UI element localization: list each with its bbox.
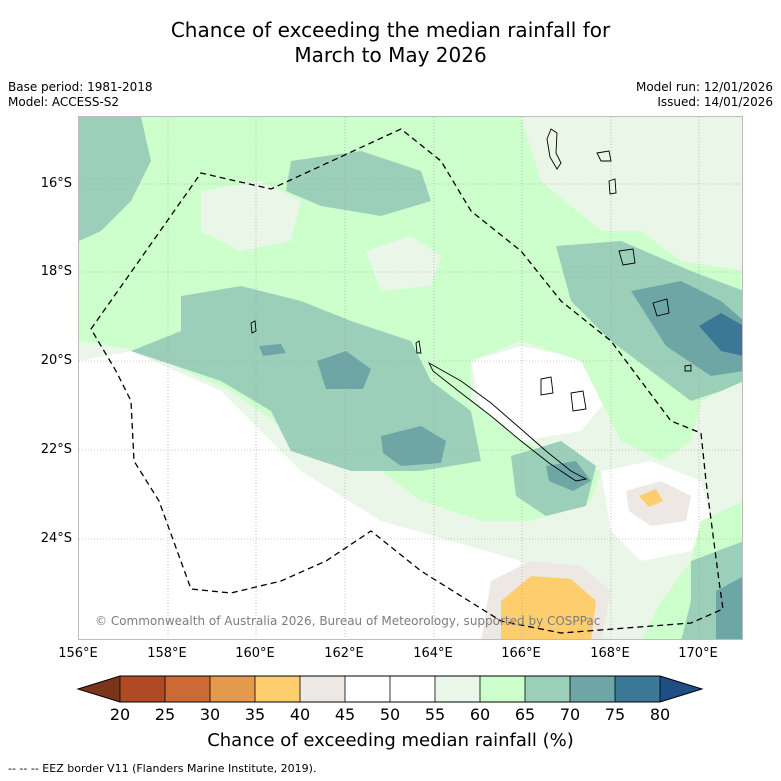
colorbar-segment-20-25 bbox=[120, 676, 165, 702]
issued-date: Issued: 14/01/2026 bbox=[657, 95, 773, 109]
contour-35-40-south bbox=[501, 576, 596, 639]
island-espiritu-santo bbox=[546, 128, 562, 170]
colorbar-tick-25: 25 bbox=[154, 705, 176, 724]
colorbar-tick-60: 60 bbox=[469, 705, 491, 724]
contour-70-75-southeast bbox=[716, 577, 742, 639]
contour-70-75-small bbox=[259, 344, 286, 356]
islands bbox=[250, 128, 692, 482]
colorbar-tick-55: 55 bbox=[424, 705, 446, 724]
colorbar-tick-80: 80 bbox=[649, 705, 671, 724]
map-title: Chance of exceeding the median rainfall … bbox=[0, 18, 781, 68]
colorbar-tick-20: 20 bbox=[109, 705, 131, 724]
colorbar-tick-70: 70 bbox=[559, 705, 581, 724]
base-period: Base period: 1981-2018 bbox=[8, 80, 153, 94]
colorbar-label: Chance of exceeding median rainfall (%) bbox=[207, 730, 574, 751]
model-name: Model: ACCESS-S2 bbox=[8, 95, 120, 109]
contour-70-75-south bbox=[381, 426, 446, 466]
rainfall-map bbox=[79, 117, 742, 639]
island-vanuatu-3 bbox=[618, 248, 636, 266]
map-panel bbox=[78, 116, 743, 640]
colorbar-tick-45: 45 bbox=[334, 705, 356, 724]
title-line-1: Chance of exceeding the median rainfall … bbox=[170, 18, 611, 42]
model-run: Model run: 12/01/2026 bbox=[635, 80, 773, 94]
colorbar-under bbox=[78, 676, 120, 702]
new-caledonia-island bbox=[427, 361, 588, 482]
island-small bbox=[415, 340, 422, 354]
colorbar-segment-50-55 bbox=[390, 676, 435, 702]
colorbar-segment-60-65 bbox=[480, 676, 525, 702]
contour-70-75-east bbox=[631, 281, 742, 376]
lon-label-168e: 168°E bbox=[590, 646, 630, 661]
meta-right: Model run: 12/01/2026 Issued: 14/01/2026 bbox=[636, 80, 773, 110]
contour-55-60-north bbox=[201, 181, 301, 251]
eez-border bbox=[90, 128, 724, 634]
colorbar-tick-50: 50 bbox=[379, 705, 401, 724]
contour-70-75-central bbox=[317, 351, 371, 389]
colorbar-segment-40-45 bbox=[300, 676, 345, 702]
lat-label-24s: 24°S bbox=[40, 531, 72, 546]
graticule bbox=[79, 117, 742, 639]
colorbar-segment-65-70 bbox=[525, 676, 570, 702]
island-vanuatu-2 bbox=[608, 178, 617, 195]
lon-label-158e: 158°E bbox=[147, 646, 187, 661]
lat-label-18s: 18°S bbox=[40, 264, 72, 279]
island-vanuatu-4 bbox=[652, 298, 670, 317]
contour-65-70-north bbox=[286, 151, 431, 216]
title-line-2: March to May 2026 bbox=[294, 43, 487, 67]
lon-label-166e: 166°E bbox=[501, 646, 541, 661]
island-loyalty-2 bbox=[570, 390, 587, 412]
lon-label-162e: 162°E bbox=[324, 646, 364, 661]
eez-legend-note: -- -- -- EEZ border V11 (Flanders Marine… bbox=[8, 762, 317, 775]
contour-white-central bbox=[471, 346, 606, 441]
contour-55-60-northeast bbox=[366, 236, 441, 291]
contour-75-80-east bbox=[699, 313, 742, 356]
colorbar-tick-35: 35 bbox=[244, 705, 266, 724]
colorbar-segment-70-75 bbox=[570, 676, 615, 702]
lon-label-160e: 160°E bbox=[235, 646, 275, 661]
lat-label-22s: 22°S bbox=[40, 442, 72, 457]
colorbar-segment-25-30 bbox=[165, 676, 210, 702]
copyright-notice: © Commonwealth of Australia 2026, Bureau… bbox=[95, 614, 601, 628]
colorbar-tick-40: 40 bbox=[289, 705, 311, 724]
lon-label-164e: 164°E bbox=[413, 646, 453, 661]
colorbar-dividers bbox=[119, 676, 661, 702]
colorbar-segment-35-40 bbox=[255, 676, 300, 702]
contour-65-70-west bbox=[79, 117, 151, 241]
colorbar-segment-30-35 bbox=[210, 676, 255, 702]
island-chesterfield bbox=[250, 320, 257, 334]
island-loyalty-1 bbox=[540, 376, 554, 396]
colorbar bbox=[76, 675, 704, 703]
contour-white-southwest bbox=[79, 351, 599, 639]
colorbar-segment-75-80 bbox=[615, 676, 660, 702]
colorbar-tick-30: 30 bbox=[199, 705, 221, 724]
island-small-2 bbox=[684, 364, 692, 372]
colorbar-segment-55-60 bbox=[435, 676, 480, 702]
lat-label-16s: 16°S bbox=[40, 176, 72, 191]
colorbar-tick-75: 75 bbox=[604, 705, 626, 724]
colorbar-over bbox=[660, 676, 702, 702]
contour-40-45-east bbox=[626, 481, 691, 526]
contour-35-40-east bbox=[639, 489, 663, 507]
lat-label-20s: 20°S bbox=[40, 353, 72, 368]
lon-label-156e: 156°E bbox=[58, 646, 98, 661]
colorbar-segment-45-50 bbox=[345, 676, 390, 702]
meta-left: Base period: 1981-2018 Model: ACCESS-S2 bbox=[8, 80, 153, 110]
contour-65-70-central bbox=[131, 286, 481, 471]
colorbar-tick-65: 65 bbox=[514, 705, 536, 724]
lon-label-170e: 170°E bbox=[678, 646, 718, 661]
island-vanuatu-1 bbox=[596, 150, 612, 162]
